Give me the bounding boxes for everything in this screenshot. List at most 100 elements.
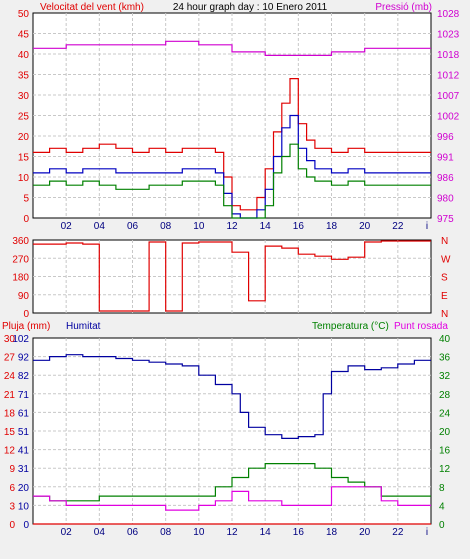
wind-x-tick-label: 20	[359, 221, 371, 232]
series-temperature	[33, 463, 431, 502]
series-low	[33, 143, 431, 219]
humidity-tick-label: 92	[18, 353, 30, 364]
rain-axis-title: Pluja (mm)	[2, 321, 50, 332]
rain-tick-label: 6	[9, 483, 15, 494]
pressure-tick-label: 991	[437, 153, 454, 164]
wind-x-tick-label: 02	[61, 221, 73, 232]
wind-tick-label: 20	[18, 132, 30, 143]
temperature-tick-label: 16	[439, 446, 451, 457]
pressure-axis-title: Pressió (mb)	[375, 2, 432, 13]
wind-tick-label: 40	[18, 50, 30, 61]
humidity-tick-label: 102	[12, 334, 29, 345]
rain-tick-label: 0	[9, 520, 15, 531]
wind-axis-title: Velocitat del vent (kmh)	[40, 2, 144, 13]
temp-x-tick-label: 18	[326, 527, 338, 538]
wind-x-tick-label: 04	[94, 221, 106, 232]
pressure-tick-label: 996	[437, 132, 454, 143]
humidity-axis-title: Humitat	[66, 321, 101, 332]
pressure-tick-label: 1018	[437, 50, 460, 61]
compass-tick-label: E	[441, 291, 448, 302]
temp-x-tick-label: 22	[392, 527, 404, 538]
temperature-tick-label: 36	[439, 353, 451, 364]
wind-tick-label: 0	[23, 214, 29, 225]
temperature-tick-label: 32	[439, 371, 451, 382]
direction-tick-label: 0	[23, 309, 29, 320]
wind-tick-label: 5	[23, 194, 29, 205]
wind-x-tick-label: 18	[326, 221, 338, 232]
humidity-tick-label: 61	[18, 408, 30, 419]
direction-tick-label: 180	[12, 273, 29, 284]
temperature-axis-title: Temperatura (°C)	[312, 321, 389, 332]
temp-x-tick-label: 04	[94, 527, 106, 538]
rain-tick-label: 21	[4, 390, 16, 401]
series-direction	[33, 240, 431, 312]
wind-x-tick-label: 12	[226, 221, 238, 232]
wind-tick-label: 15	[18, 153, 30, 164]
rain-tick-label: 30	[4, 334, 16, 345]
temp-x-end-mark: i	[426, 527, 428, 538]
temp-x-tick-label: 12	[226, 527, 238, 538]
humidity-tick-label: 0	[23, 520, 29, 531]
wind-tick-label: 45	[18, 30, 30, 41]
chart-title: 24 hour graph day : 10 Enero 2011	[173, 2, 328, 13]
humidity-tick-label: 82	[18, 371, 30, 382]
series-humidity	[33, 354, 431, 439]
pressure-tick-label: 986	[437, 173, 454, 184]
pressure-tick-label: 1023	[437, 30, 460, 41]
compass-tick-label: N	[441, 236, 448, 247]
humidity-tick-label: 10	[18, 501, 30, 512]
wind-x-tick-label: 16	[293, 221, 305, 232]
humidity-tick-label: 71	[18, 390, 30, 401]
temperature-tick-label: 40	[439, 334, 451, 345]
rain-tick-label: 9	[9, 464, 15, 475]
series-gust	[33, 78, 431, 211]
rain-tick-label: 18	[4, 408, 16, 419]
dewpoint-axis-title: Punt rosada	[394, 321, 448, 332]
series-dewpoint	[33, 486, 431, 511]
wind-x-tick-label: 10	[193, 221, 205, 232]
temp-x-tick-label: 06	[127, 527, 139, 538]
series-pressure	[33, 40, 431, 56]
humidity-tick-label: 41	[18, 446, 30, 457]
temperature-tick-label: 20	[439, 427, 451, 438]
direction-tick-label: 90	[18, 291, 30, 302]
humidity-tick-label: 51	[18, 427, 30, 438]
rain-tick-label: 12	[4, 446, 16, 457]
direction-tick-label: 360	[12, 236, 29, 247]
pressure-tick-label: 1002	[437, 112, 460, 123]
direction-tick-label: 270	[12, 254, 29, 265]
pressure-tick-label: 1007	[437, 91, 460, 102]
wind-tick-label: 50	[18, 9, 30, 20]
humidity-tick-label: 31	[18, 464, 30, 475]
temp-x-tick-label: 02	[61, 527, 73, 538]
temp-x-tick-label: 08	[160, 527, 172, 538]
pressure-tick-label: 980	[437, 194, 454, 205]
wind-x-tick-label: 08	[160, 221, 172, 232]
temperature-tick-label: 8	[439, 483, 445, 494]
wind-x-tick-label: 14	[260, 221, 272, 232]
wind-tick-label: 25	[18, 112, 30, 123]
temp-x-tick-label: 20	[359, 527, 371, 538]
wind-x-tick-label: 06	[127, 221, 139, 232]
pressure-tick-label: 1012	[437, 71, 460, 82]
wind-x-tick-label: 22	[392, 221, 404, 232]
compass-tick-label: W	[441, 254, 451, 265]
rain-tick-label: 3	[9, 501, 15, 512]
temperature-tick-label: 28	[439, 390, 451, 401]
rain-tick-label: 15	[4, 427, 16, 438]
rain-tick-label: 27	[4, 353, 16, 364]
temperature-tick-label: 0	[439, 520, 445, 531]
temperature-tick-label: 24	[439, 408, 451, 419]
humidity-tick-label: 20	[18, 483, 30, 494]
wind-tick-label: 10	[18, 173, 30, 184]
pressure-tick-label: 975	[437, 214, 454, 225]
temp-x-tick-label: 16	[293, 527, 305, 538]
temp-x-tick-label: 14	[260, 527, 272, 538]
temperature-tick-label: 12	[439, 464, 451, 475]
temp-x-tick-label: 10	[193, 527, 205, 538]
wind-tick-label: 35	[18, 71, 30, 82]
temperature-tick-label: 4	[439, 501, 445, 512]
wind-tick-label: 30	[18, 91, 30, 102]
